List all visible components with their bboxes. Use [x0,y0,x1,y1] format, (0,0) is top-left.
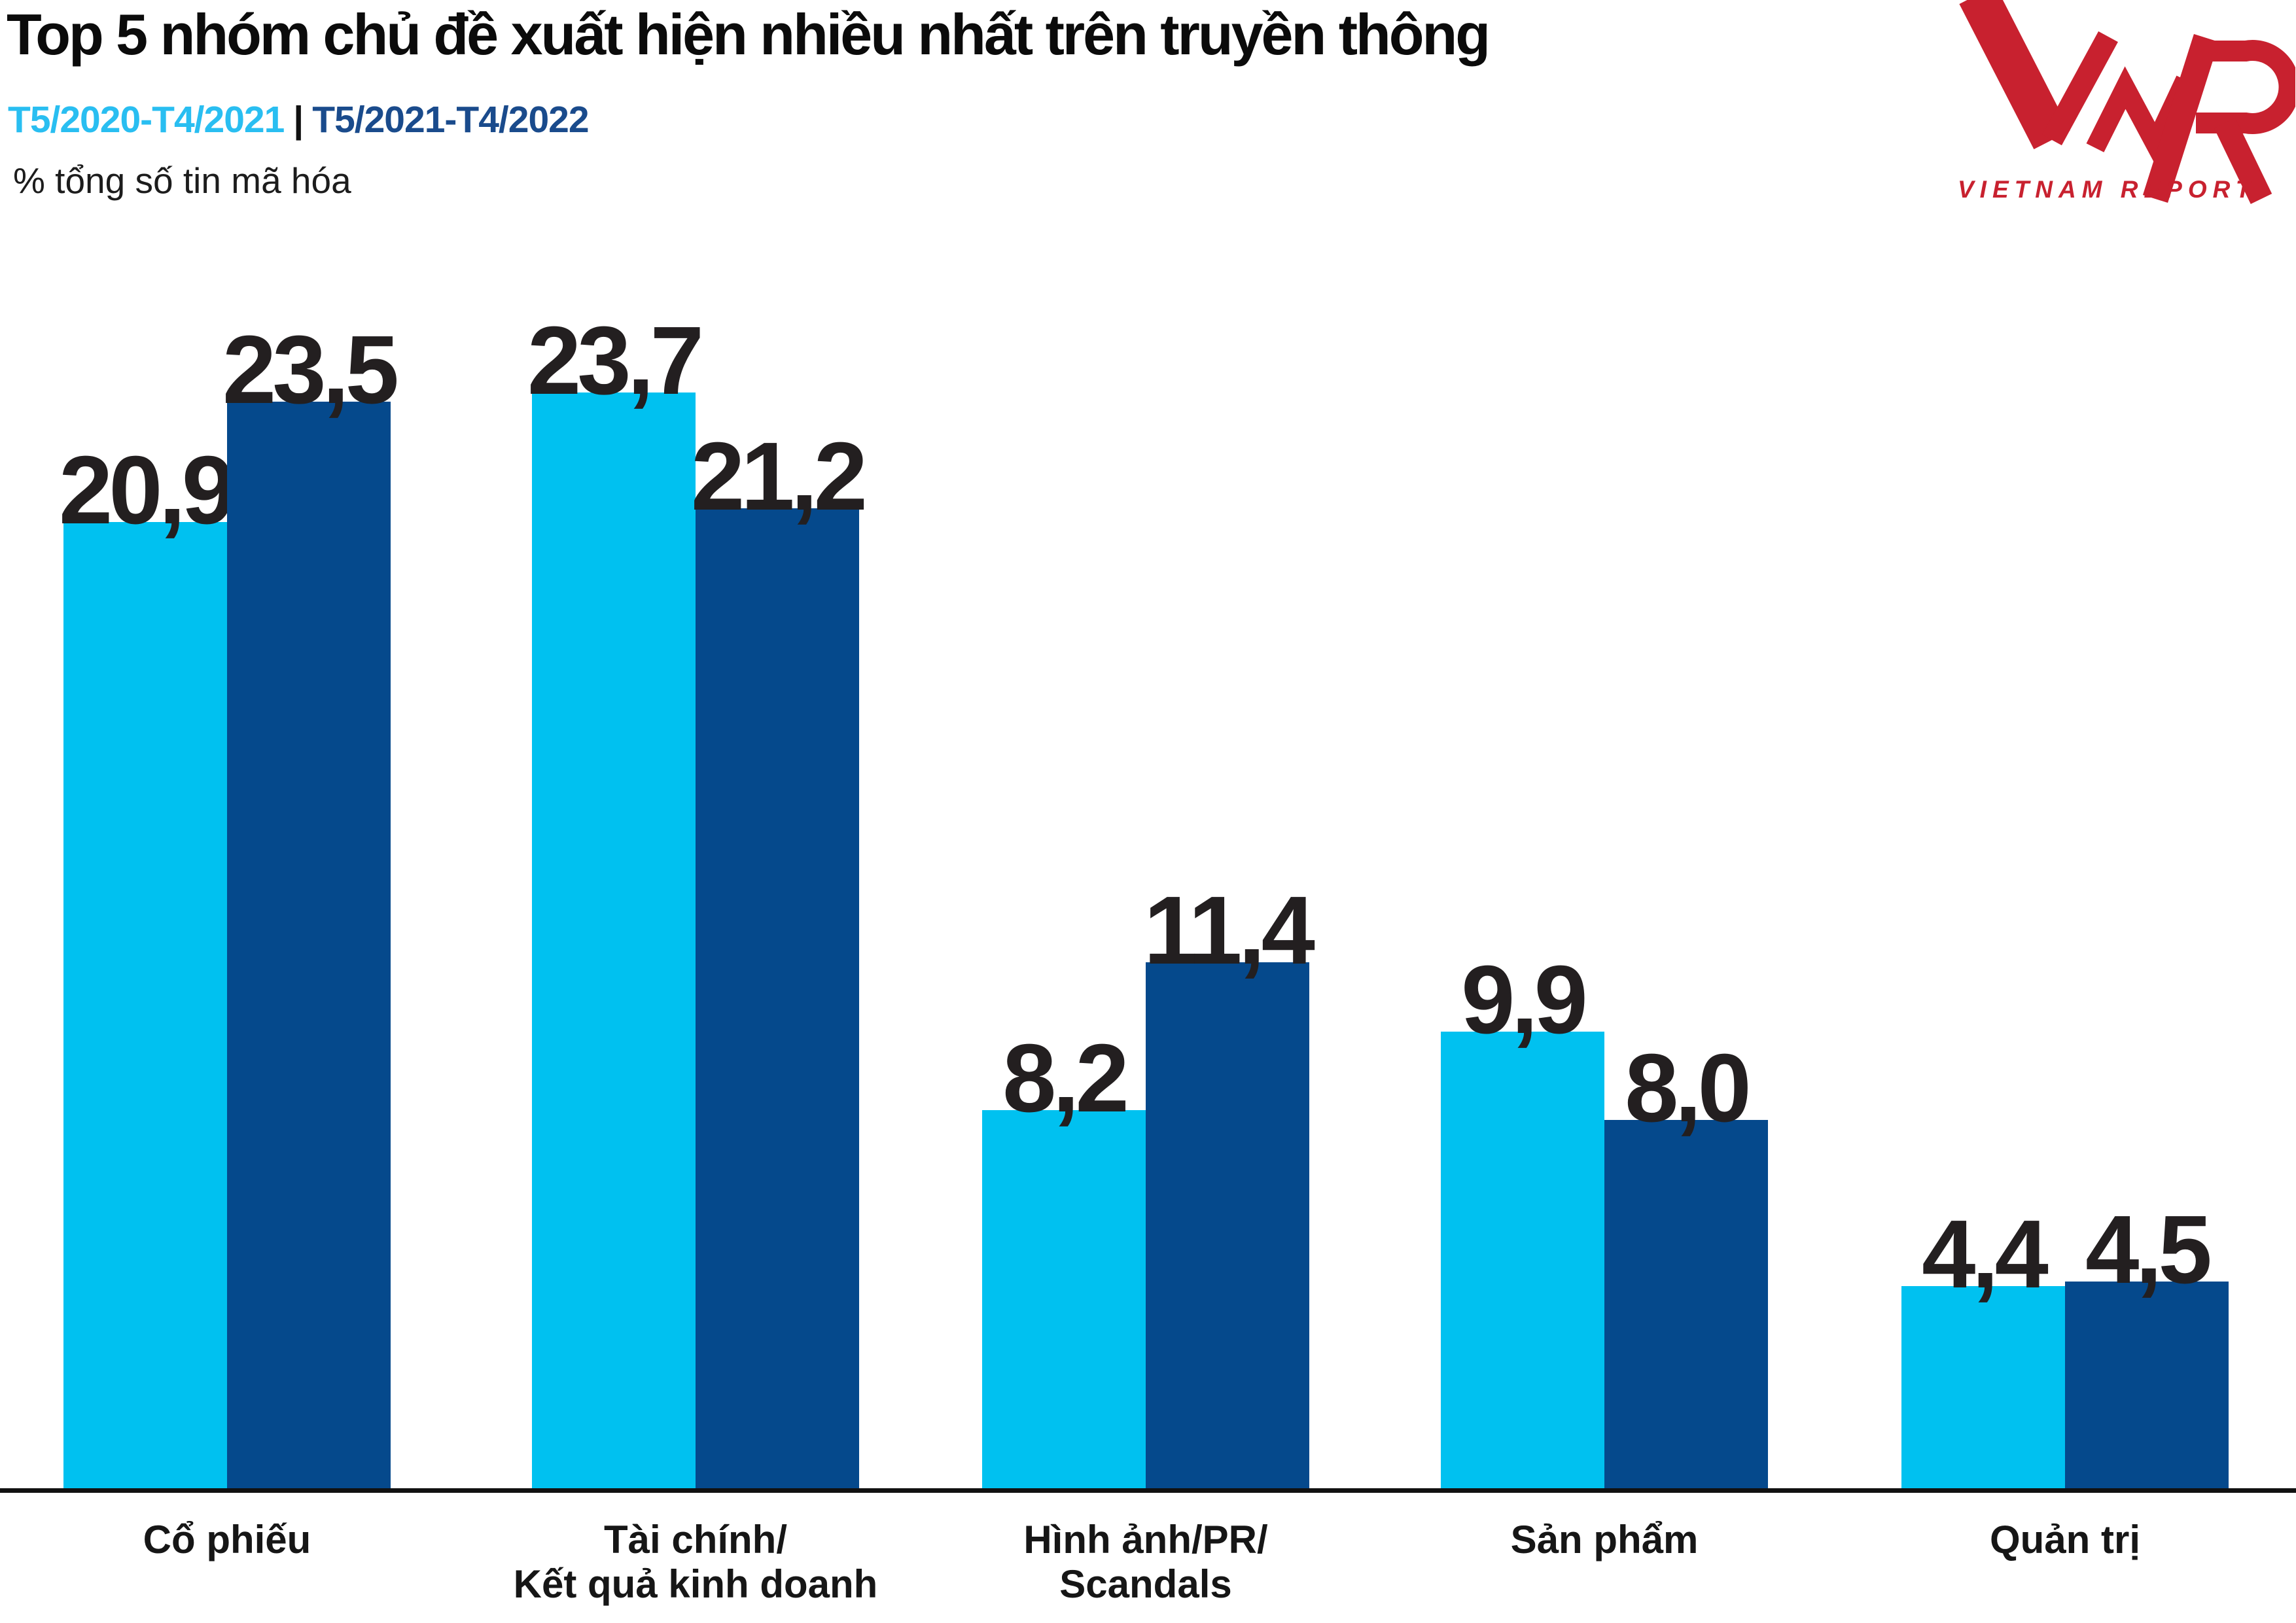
value-label-series1-4: 4,4 [1922,1200,2049,1308]
value-label-series2-1: 21,2 [690,423,868,531]
value-label-series1-2: 8,2 [1002,1024,1129,1132]
category-label-2: Hình ảnh/PR/ Scandals [1023,1518,1268,1606]
bar-series1-3 [1441,1032,1604,1490]
plot-area: 20,9 23,5 23,7 21,2 8,2 11,4 9,9 8,0 4,4 4,5 [58,307,2229,1490]
bar-series2-4 [2065,1282,2229,1490]
chart-subtitle: % tổng số tin mã hóa [13,160,351,201]
category-label-0: Cổ phiếu [143,1518,311,1562]
chart-title: Top 5 nhóm chủ đề xuất hiện nhiều nhất t… [7,2,1491,67]
bar-series1-0 [63,522,227,1490]
bar-series1-4 [1901,1286,2065,1490]
vietnam-report-logo: VIETNAM REPORT [1958,0,2295,204]
bar-series2-0 [227,402,391,1490]
bar-series1-2 [982,1110,1146,1490]
category-label-3: Sản phẩm [1510,1518,1699,1562]
bar-series1-1 [532,393,696,1490]
value-label-series2-4: 4,5 [2085,1196,2212,1304]
value-label-series1-0: 20,9 [58,436,236,544]
legend-separator: | [293,99,304,141]
legend-series1-label: T5/2020-T4/2021 [8,99,285,141]
bar-series2-1 [696,508,859,1490]
vnr-monogram-icon [1959,0,2295,204]
value-label-series2-2: 11,4 [1144,877,1315,985]
value-label-series2-3: 8,0 [1625,1034,1752,1142]
category-label-1: Tài chính/ Kết quả kinh doanh [513,1518,878,1606]
bar-series2-3 [1604,1120,1768,1490]
value-label-series1-1: 23,7 [527,307,704,415]
chart-legend: T5/2020-T4/2021 | T5/2021-T4/2022 [8,98,590,141]
legend-series2-label: T5/2021-T4/2022 [312,99,589,141]
value-label-series2-0: 23,5 [222,316,399,424]
value-label-series1-3: 9,9 [1461,946,1588,1054]
logo-text: VIETNAM REPORT [1958,176,2256,203]
category-label-4: Quản trị [1989,1518,2140,1562]
x-axis-line [0,1488,2296,1493]
bar-series2-2 [1146,962,1309,1490]
